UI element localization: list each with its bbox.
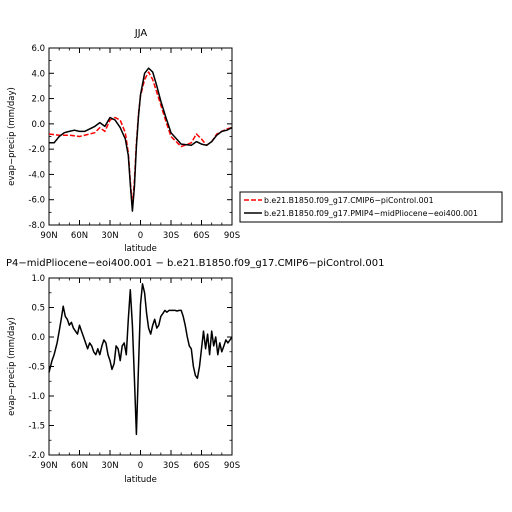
panel2-ytick-label: -1.5 — [28, 422, 45, 432]
panel1-legend-label-1: b.e21.B1850.f09_g17.CMIP6−piControl.001 — [264, 196, 434, 205]
panel1-frame — [48, 47, 233, 226]
panel1-ytick-label: -8.0 — [28, 221, 45, 231]
panel1-ytick-label: 2.0 — [31, 95, 45, 105]
panel2-xtick-label: 90N — [40, 461, 57, 471]
panel2-ytick-label: 0.5 — [31, 304, 45, 314]
panel1-ytick-label: -4.0 — [28, 170, 45, 180]
panel2-xtick-label: 60S — [193, 461, 209, 471]
panel1-ytick-label: 6.0 — [31, 44, 45, 54]
panel2-ytick-label: -1.0 — [28, 392, 45, 402]
panel1-legend-label-2: b.e21.B1850.f09_g17.PMIP4−midPliocene−eo… — [264, 209, 478, 218]
panel1-ytick-label: -2.0 — [28, 145, 45, 155]
panel1-xtick-label: 90N — [40, 231, 57, 241]
panel1-xtick-label: 30N — [101, 231, 118, 241]
panel2-xtick-label: 60N — [71, 461, 88, 471]
panel2-xtick-label: 30N — [101, 461, 118, 471]
panel2-series-line-1 — [48, 283, 233, 436]
panel1-xlabel: latitude — [124, 244, 157, 254]
panel2-xlabel: latitude — [124, 475, 157, 485]
panel1-xtick-label: 60N — [71, 231, 88, 241]
panel1-legend-box — [239, 191, 503, 223]
panel2-ytick-label: -2.0 — [28, 451, 45, 461]
panel2-xtick-label: 90S — [224, 461, 240, 471]
panel2-ytick-label: 1.0 — [31, 274, 45, 284]
panel1-title: JJA — [134, 28, 148, 39]
panel2-ylabel: evap−precip (mm/day) — [7, 317, 17, 416]
panel2-xtick-label: 30S — [163, 461, 179, 471]
panel1-xtick-label: 60S — [193, 231, 209, 241]
panel2-ytick-label: -0.5 — [28, 363, 45, 373]
panel1-xtick-label: 90S — [224, 231, 240, 241]
panel1-ytick-label: 0.0 — [31, 120, 45, 130]
panel1-xtick-label: 30S — [163, 231, 179, 241]
panel1-ytick-label: 4.0 — [31, 69, 45, 79]
panel1-ytick-label: -6.0 — [28, 196, 45, 206]
panel1-series-line-2 — [49, 67, 233, 212]
panel1-ylabel: evap−precip (mm/day) — [7, 87, 17, 186]
panel1-xtick-label: 0 — [138, 231, 143, 241]
panel2-xtick-label: 0 — [138, 461, 143, 471]
panel2-ytick-label: 0.0 — [31, 333, 45, 343]
panel2-title: P4−midPliocene−eoi400.001 − b.e21.B1850.… — [6, 258, 384, 269]
